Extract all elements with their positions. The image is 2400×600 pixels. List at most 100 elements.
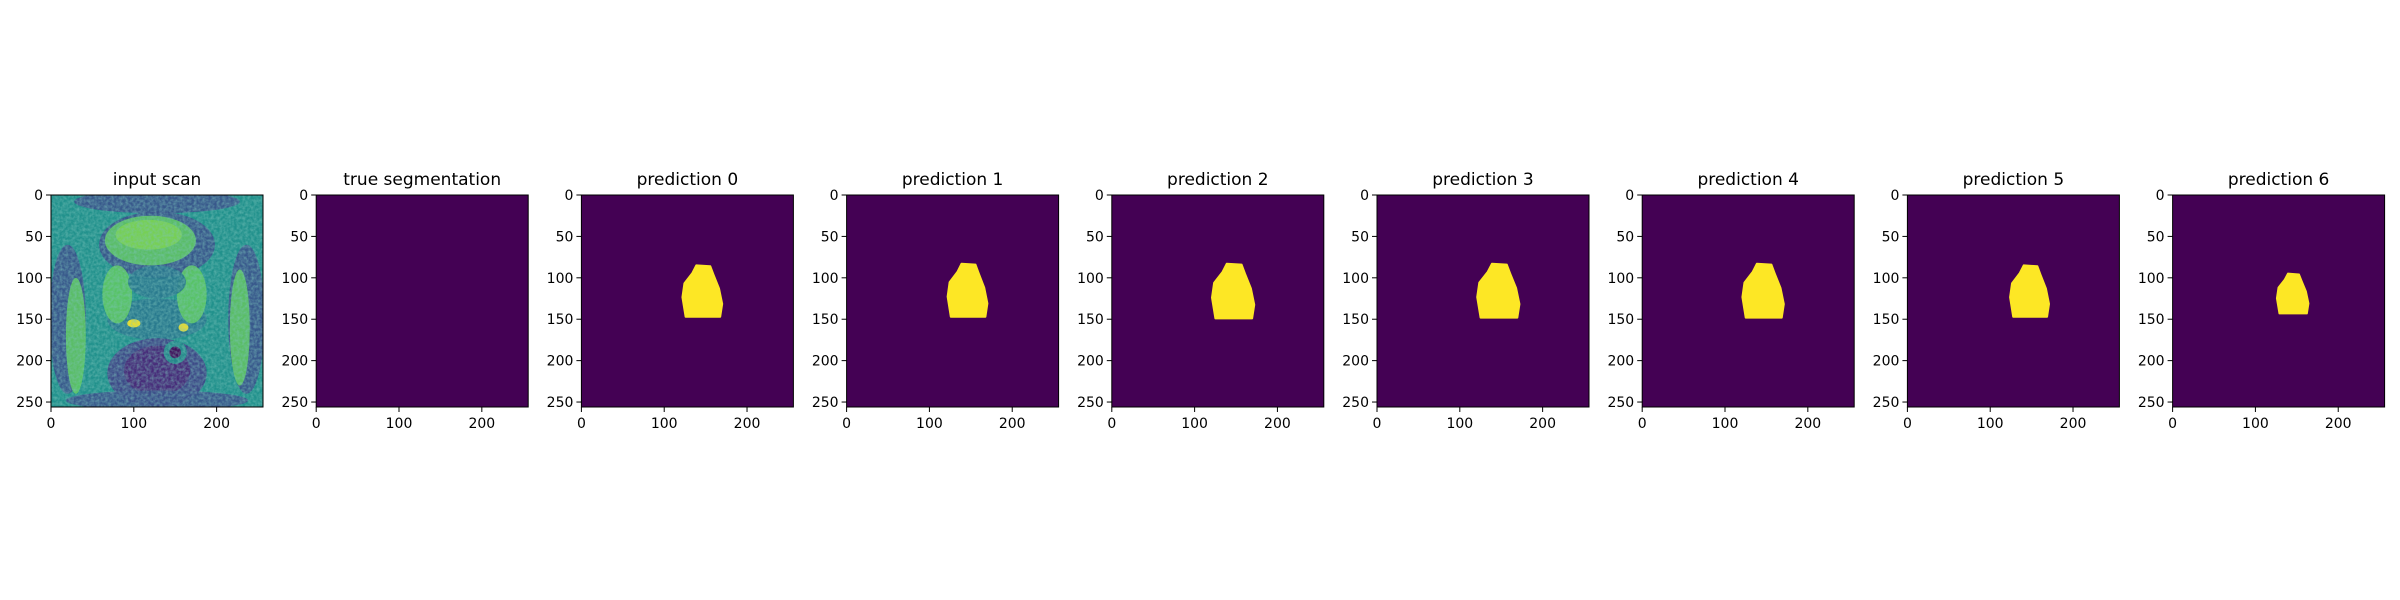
y-tick-label: 50 xyxy=(556,229,574,245)
subplot-title: input scan xyxy=(113,170,202,190)
y-tick-label: 250 xyxy=(1873,395,1900,411)
y-tick-label: 150 xyxy=(1873,312,1900,328)
y-tick-label: 100 xyxy=(2138,271,2165,287)
mask-region-2 xyxy=(681,264,724,318)
y-tick-label: 100 xyxy=(1607,271,1634,287)
y-tick-label: 250 xyxy=(547,395,574,411)
y-tick-label: 200 xyxy=(2138,354,2165,370)
y-tick-label: 0 xyxy=(1360,188,1369,204)
y-tick-label: 100 xyxy=(16,271,43,287)
y-tick-label: 200 xyxy=(1607,354,1634,370)
y-tick-label: 250 xyxy=(281,395,308,411)
mask-region-8 xyxy=(2275,272,2310,315)
y-tick-label: 50 xyxy=(1351,229,1369,245)
y-tick-label: 50 xyxy=(1086,229,1104,245)
mask-region-5 xyxy=(1476,262,1521,319)
y-tick-label: 0 xyxy=(34,188,43,204)
subplot-title: prediction 5 xyxy=(1963,170,2065,190)
x-tick-label: 100 xyxy=(1446,416,1473,432)
y-tick-label: 200 xyxy=(1873,354,1900,370)
y-tick-label: 0 xyxy=(2156,188,2165,204)
y-tick-label: 100 xyxy=(1342,271,1369,287)
x-tick-label: 200 xyxy=(1264,416,1291,432)
y-tick-label: 50 xyxy=(2147,229,2165,245)
mask-region-3 xyxy=(946,262,989,318)
mask-background xyxy=(316,195,529,407)
subplot-title: prediction 6 xyxy=(2228,170,2330,190)
y-tick-label: 100 xyxy=(281,271,308,287)
x-tick-label: 0 xyxy=(577,416,586,432)
axes-frame xyxy=(2172,194,2386,408)
y-tick-label: 200 xyxy=(1077,354,1104,370)
x-tick-label: 0 xyxy=(1903,416,1912,432)
x-tick-label: 0 xyxy=(1107,416,1116,432)
y-tick-label: 150 xyxy=(16,312,43,328)
y-tick-label: 100 xyxy=(1077,271,1104,287)
y-tick-label: 150 xyxy=(2138,312,2165,328)
y-tick-label: 50 xyxy=(1616,229,1634,245)
x-tick-label: 200 xyxy=(999,416,1026,432)
y-tick-label: 200 xyxy=(16,354,43,370)
x-tick-label: 0 xyxy=(842,416,851,432)
y-tick-label: 0 xyxy=(564,188,573,204)
scan-image xyxy=(51,195,263,407)
y-tick-label: 250 xyxy=(1607,395,1634,411)
y-tick-label: 0 xyxy=(1625,188,1634,204)
subplot-title: prediction 2 xyxy=(1167,170,1269,190)
y-tick-label: 50 xyxy=(1882,229,1900,245)
x-tick-label: 100 xyxy=(386,416,413,432)
y-tick-label: 200 xyxy=(812,354,839,370)
y-tick-label: 100 xyxy=(547,271,574,287)
x-tick-label: 200 xyxy=(734,416,761,432)
axes-frame xyxy=(846,194,1060,408)
x-tick-label: 100 xyxy=(651,416,678,432)
x-tick-label: 100 xyxy=(1181,416,1208,432)
x-tick-label: 100 xyxy=(120,416,147,432)
y-tick-label: 150 xyxy=(1607,312,1634,328)
y-tick-label: 200 xyxy=(1342,354,1369,370)
x-tick-label: 0 xyxy=(312,416,321,432)
subplot-title: true segmentation xyxy=(343,170,501,190)
y-tick-label: 0 xyxy=(830,188,839,204)
y-tick-label: 150 xyxy=(812,312,839,328)
x-tick-label: 200 xyxy=(2060,416,2087,432)
y-tick-label: 250 xyxy=(1077,395,1104,411)
axes-frame xyxy=(1641,194,1855,408)
y-tick-label: 150 xyxy=(1077,312,1104,328)
axes-frame xyxy=(1906,194,2120,408)
y-tick-label: 150 xyxy=(547,312,574,328)
axes-frame xyxy=(50,194,264,408)
y-tick-label: 50 xyxy=(821,229,839,245)
x-tick-label: 0 xyxy=(47,416,56,432)
axes-frame xyxy=(580,194,794,408)
mask-region-4 xyxy=(1211,262,1256,320)
x-tick-label: 200 xyxy=(1529,416,1556,432)
x-tick-label: 100 xyxy=(1977,416,2004,432)
x-tick-label: 200 xyxy=(203,416,230,432)
y-tick-label: 100 xyxy=(812,271,839,287)
y-tick-label: 100 xyxy=(1873,271,1900,287)
x-tick-label: 0 xyxy=(1638,416,1647,432)
x-tick-label: 0 xyxy=(1373,416,1382,432)
y-tick-label: 200 xyxy=(547,354,574,370)
x-tick-label: 100 xyxy=(1712,416,1739,432)
y-tick-label: 50 xyxy=(290,229,308,245)
y-tick-label: 250 xyxy=(16,395,43,411)
subplot-title: prediction 1 xyxy=(902,170,1004,190)
subplot-title: prediction 0 xyxy=(637,170,739,190)
axes-frame xyxy=(315,194,529,408)
y-tick-label: 250 xyxy=(812,395,839,411)
x-tick-label: 200 xyxy=(1794,416,1821,432)
y-tick-label: 150 xyxy=(281,312,308,328)
x-tick-label: 100 xyxy=(916,416,943,432)
